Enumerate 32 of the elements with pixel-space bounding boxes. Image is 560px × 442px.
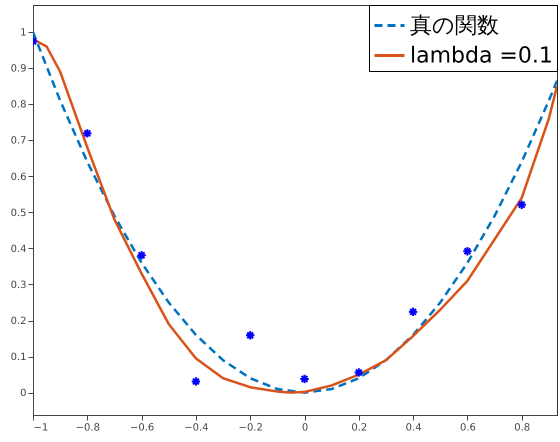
point xyxy=(136,250,147,260)
y-tick-label: 0.2 xyxy=(10,316,26,328)
y-tick-label: 0.6 xyxy=(10,172,26,183)
y-tick-label: 0 xyxy=(20,388,26,400)
x-tick-label: 0 xyxy=(302,422,308,434)
x-tick-label: −0.2 xyxy=(238,422,263,434)
x-tick-label: −0.4 xyxy=(184,422,209,434)
y-tick-label: 0.5 xyxy=(10,208,26,219)
y-tick-label: 0.1 xyxy=(10,352,26,364)
point xyxy=(245,330,256,340)
legend-label: 真の関数 xyxy=(410,14,499,38)
x-tick-label: 0.2 xyxy=(351,422,368,434)
point xyxy=(299,374,310,384)
point xyxy=(82,128,92,139)
y-tick-label: 0.8 xyxy=(10,100,26,111)
x-tick-label: 0.6 xyxy=(460,422,476,434)
x-tick-label: 0.8 xyxy=(514,422,530,434)
point xyxy=(462,246,473,256)
y-tick-label: 0.4 xyxy=(10,244,26,255)
point xyxy=(354,367,364,378)
y-tick-label: 0.7 xyxy=(10,136,26,147)
y-tick-label: 0.3 xyxy=(10,280,26,291)
point xyxy=(516,200,527,210)
legend-label: lambda =0.1 xyxy=(410,44,553,68)
point xyxy=(408,306,418,318)
x-tick-label: −0.8 xyxy=(76,422,100,434)
x-tick-label: −0.6 xyxy=(130,422,154,434)
y-tick-label: 1 xyxy=(20,28,26,39)
x-tick-label: −1 xyxy=(34,422,48,434)
point xyxy=(190,376,202,387)
x-tick-label: 0.4 xyxy=(406,422,422,434)
y-tick-label: 0.9 xyxy=(10,64,26,75)
